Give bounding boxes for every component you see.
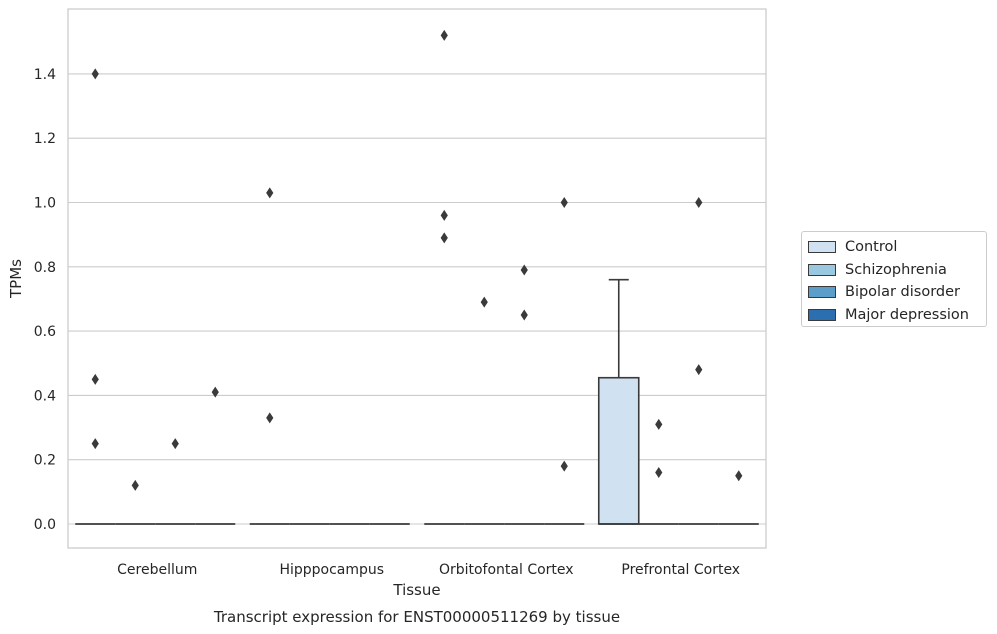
- legend-swatch: [808, 308, 836, 321]
- outlier-point: [440, 232, 448, 244]
- legend-item: Schizophrenia: [802, 259, 986, 282]
- boxes-layer: [75, 29, 759, 525]
- outlier-point: [480, 296, 488, 308]
- outlier-point: [131, 479, 139, 491]
- outlier-point: [266, 412, 274, 424]
- outlier-point: [91, 373, 99, 385]
- x-tick-label: Cerebellum: [117, 562, 197, 578]
- outlier-point: [695, 364, 703, 376]
- y-tick-label: 0.0: [34, 517, 56, 533]
- y-tick-label: 1.0: [34, 196, 56, 212]
- legend-item: Bipolar disorder: [802, 281, 986, 304]
- outlier-point: [266, 187, 274, 199]
- outlier-point: [695, 197, 703, 208]
- outlier-point: [735, 470, 743, 482]
- x-tick-label: Prefrontal Cortex: [621, 562, 740, 578]
- x-axis-label: Tissue: [392, 581, 440, 599]
- outlier-point: [520, 309, 528, 321]
- outlier-point: [655, 418, 663, 430]
- y-tick-label: 0.4: [34, 388, 56, 404]
- outlier-point: [520, 264, 528, 276]
- chart-title: Transcript expression for ENST0000051126…: [213, 608, 620, 626]
- y-tick-label: 1.2: [34, 131, 56, 147]
- grid-lines: [68, 73, 766, 525]
- outlier-point: [91, 68, 99, 80]
- outlier-point: [560, 197, 568, 208]
- legend-swatch: [808, 286, 836, 299]
- plot-frame: [67, 8, 767, 549]
- y-tick-label: 0.6: [34, 324, 56, 340]
- outlier-point: [655, 467, 663, 479]
- outlier-point: [440, 29, 448, 41]
- outlier-point: [440, 209, 448, 221]
- outlier-point: [560, 460, 568, 472]
- outlier-point: [171, 438, 179, 450]
- y-axis-label: TPMs: [7, 259, 25, 299]
- y-tick-labels: 0.0 0.2 0.4 0.6 0.8 1.0 1.2 1.4: [34, 67, 56, 533]
- legend-label: Major depression: [845, 306, 969, 323]
- legend-item: Major depression: [802, 304, 986, 327]
- legend-label: Schizophrenia: [845, 261, 947, 278]
- legend-swatch: [808, 241, 836, 254]
- x-tick-label: Orbitofontal Cortex: [439, 562, 574, 578]
- y-tick-label: 1.4: [34, 67, 56, 83]
- legend-label: Control: [845, 239, 898, 256]
- y-tick-label: 0.8: [34, 260, 56, 276]
- outlier-point: [211, 386, 219, 398]
- legend-swatch: [808, 263, 836, 276]
- y-tick-label: 0.2: [34, 453, 56, 469]
- outlier-point: [91, 438, 99, 450]
- legend-item: Control: [802, 236, 986, 259]
- legend-label: Bipolar disorder: [845, 284, 960, 301]
- box: [597, 376, 640, 525]
- x-tick-label: Hipppocampus: [279, 562, 384, 578]
- x-tick-labels: Cerebellum Hipppocampus Orbitofontal Corte…: [117, 562, 740, 578]
- legend: Control Schizophrenia Bipolar disorder Majo…: [801, 231, 987, 327]
